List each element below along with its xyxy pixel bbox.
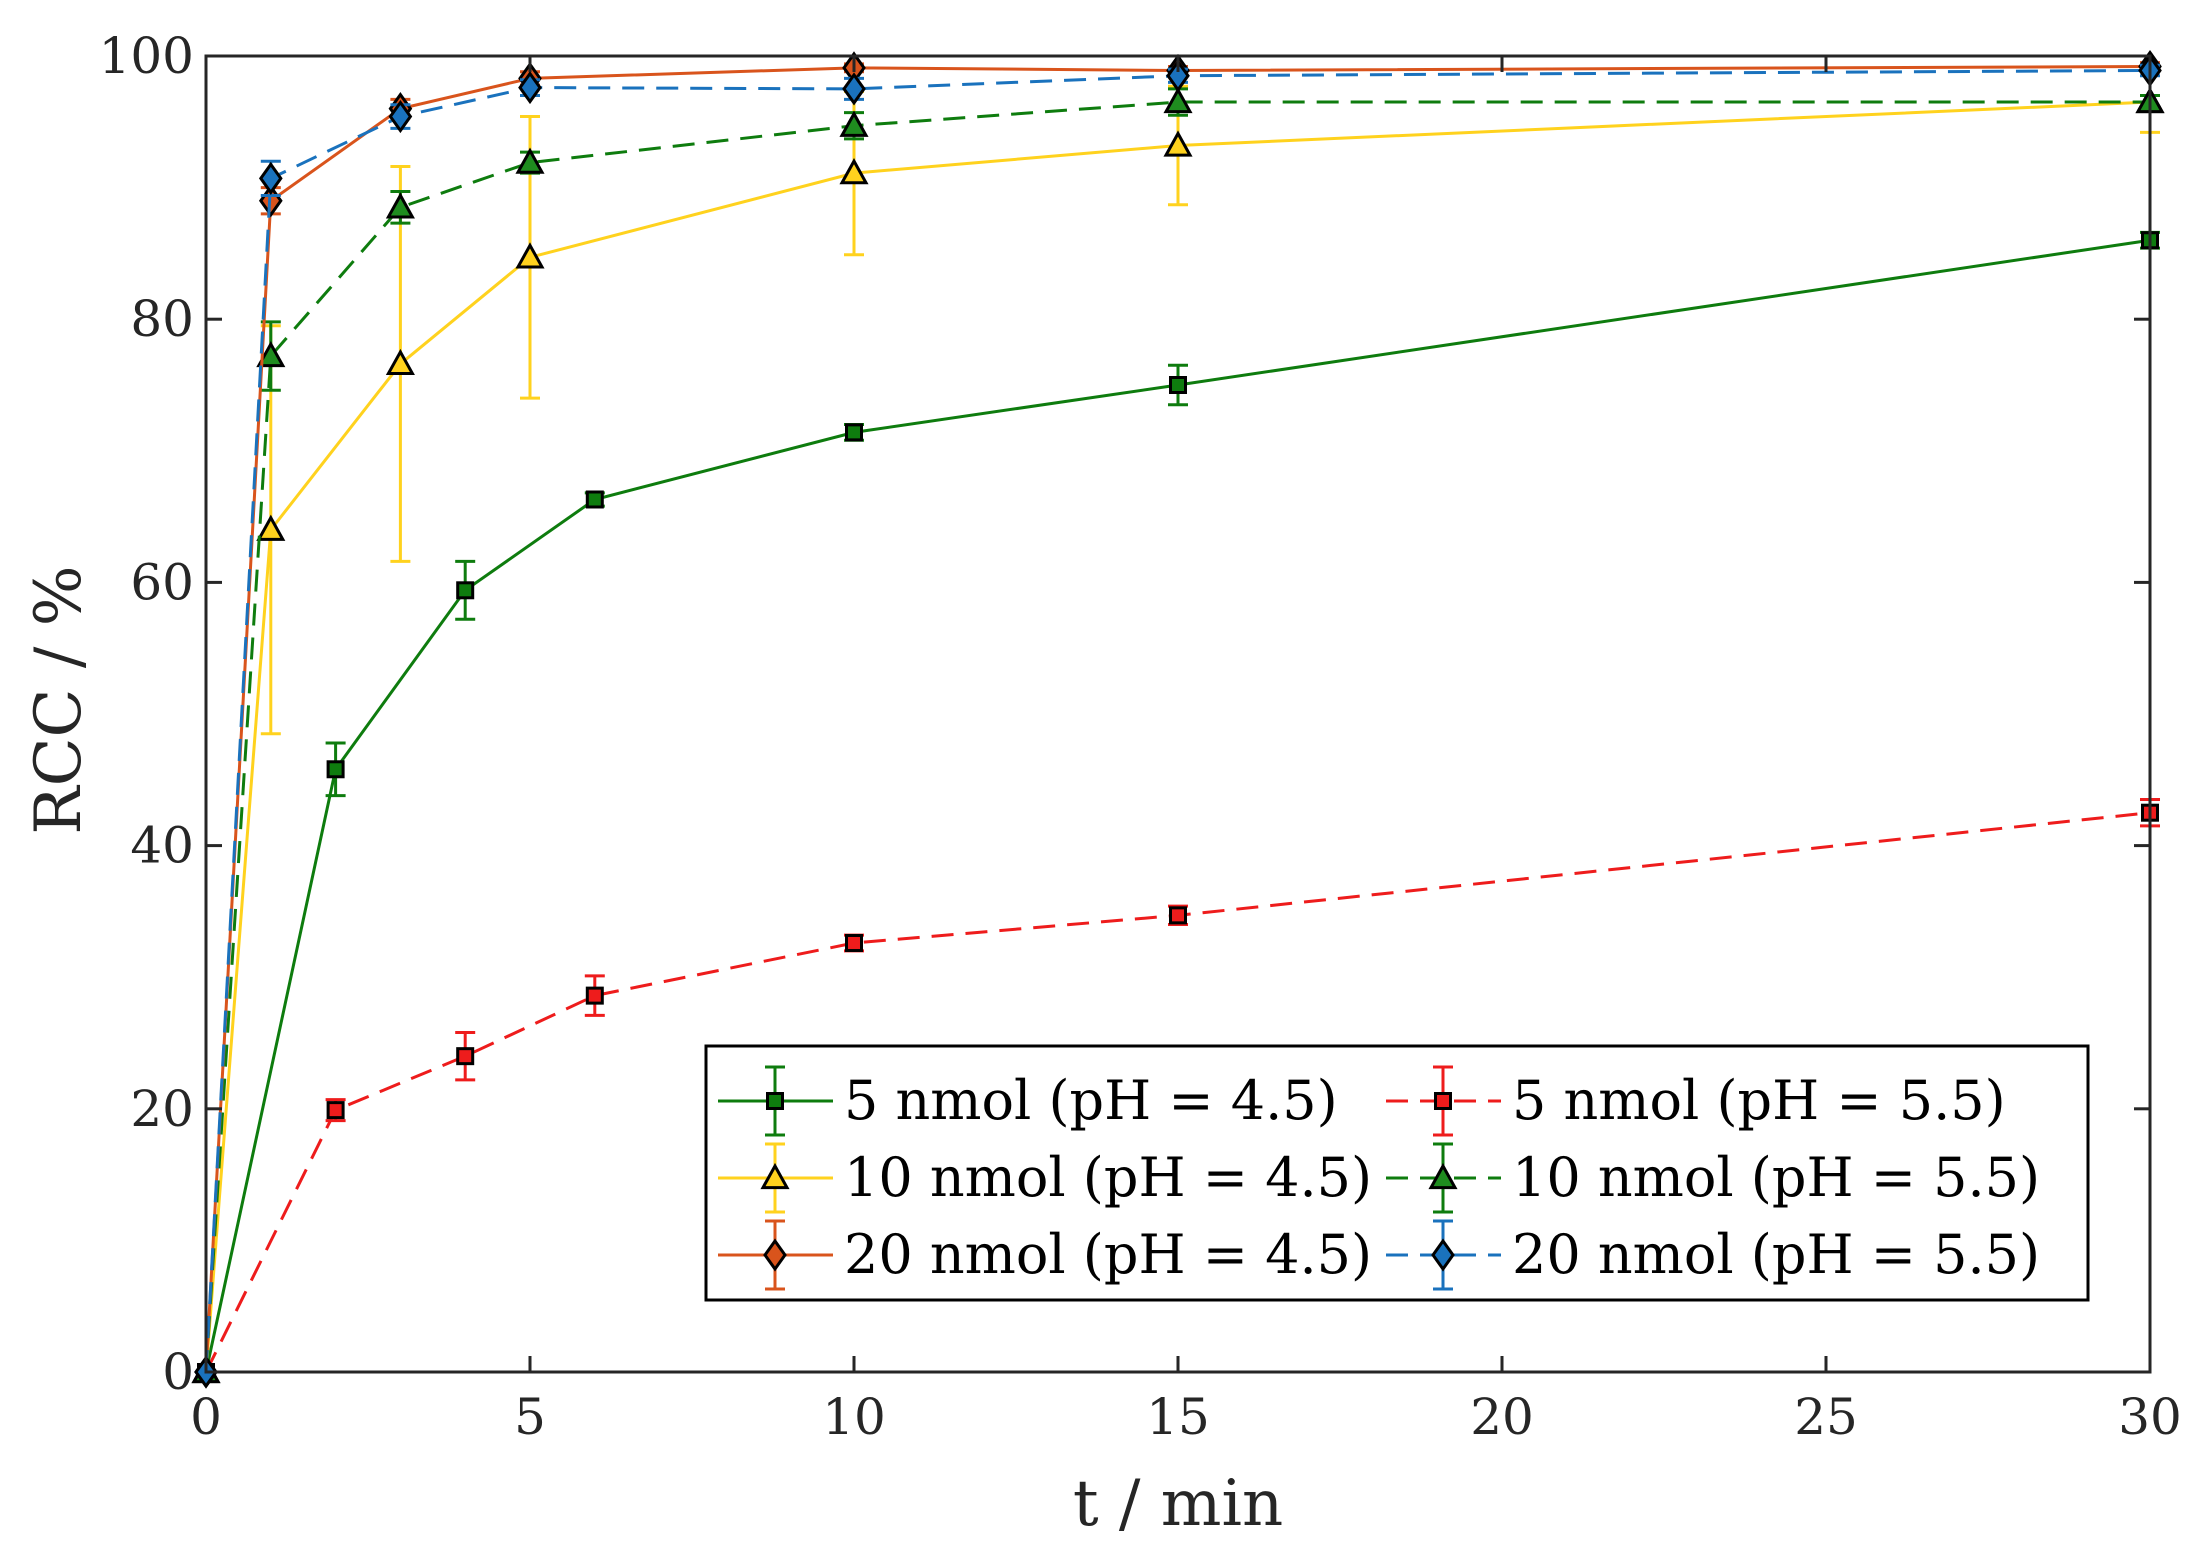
data-point [258,161,283,195]
legend-item: 10 nmol (pH = 5.5) [1386,1142,2040,1214]
y-tick-label: 60 [130,553,194,611]
x-tick-label: 15 [1146,1388,1210,1446]
legend-item: 20 nmol (pH = 4.5) [718,1219,1372,1291]
y-tick-label: 20 [130,1080,194,1138]
x-tick-label: 5 [514,1388,546,1446]
legend-marker [763,1238,787,1272]
data-point [256,340,286,368]
data-point [1163,130,1193,157]
y-tick-label: 100 [99,27,194,85]
y-tick-label: 80 [130,290,194,348]
x-axis-title: t / min [1073,1467,1283,1541]
series-3 [191,70,2165,1384]
legend: 5 nmol (pH = 4.5) 5 nmol (pH = 5.5) 10 nmo… [704,1044,2090,1302]
legend-marker [1428,1162,1458,1190]
data-point [845,423,863,442]
legend-box [704,1044,2090,1302]
data-point [585,986,604,1005]
data-point [1169,906,1187,925]
legend-label: 20 nmol (pH = 4.5) [844,1223,1372,1286]
legend-marker [1434,1092,1452,1110]
legend-item: 5 nmol (pH = 5.5) [1386,1065,2006,1137]
data-point [385,348,415,376]
axes-layer: 0 5 10 15 20 25 30 0 20 40 60 80 100 [99,27,2182,1446]
data-point [385,192,415,219]
data-point [326,1101,345,1120]
x-tick-label: 0 [190,1388,222,1446]
data-point [585,490,604,509]
data-point [1163,86,1193,114]
x-tick-label: 25 [1794,1388,1858,1446]
data-point [456,581,475,600]
data-point [518,71,542,105]
legend-label: 5 nmol (pH = 4.5) [844,1069,1338,1132]
y-tick-label: 0 [162,1343,194,1401]
y-tick-label: 40 [130,817,194,875]
legend-marker [766,1092,784,1110]
legend-label: 10 nmol (pH = 4.5) [844,1146,1372,1209]
legend-label: 5 nmol (pH = 5.5) [1512,1069,2006,1132]
data-point [1166,59,1190,93]
data-point [515,147,545,174]
series-2 [197,798,2160,1381]
data-point [1169,376,1187,394]
data-point [839,158,869,185]
x-tick-label: 30 [2118,1388,2182,1446]
data-point [256,514,286,541]
data-point [326,760,345,779]
legend-marker [1431,1238,1455,1272]
legend-item: 5 nmol (pH = 4.5) [718,1065,1338,1137]
data-point [842,72,866,106]
x-tick-label: 20 [1470,1388,1534,1446]
data-point [839,110,869,137]
y-axis-title: RCC / % [22,565,96,834]
legend-marker [760,1162,790,1190]
legend-item: 20 nmol (pH = 5.5) [1386,1219,2040,1291]
data-point [845,933,863,952]
data-point [456,1047,475,1066]
legend-label: 20 nmol (pH = 5.5) [1512,1223,2040,1286]
data-point [515,242,545,269]
series-layer [191,49,2165,1389]
x-tick-label: 10 [822,1388,886,1446]
legend-item: 10 nmol (pH = 4.5) [718,1142,1372,1214]
data-point [388,99,413,134]
legend-label: 10 nmol (pH = 5.5) [1512,1146,2040,1209]
